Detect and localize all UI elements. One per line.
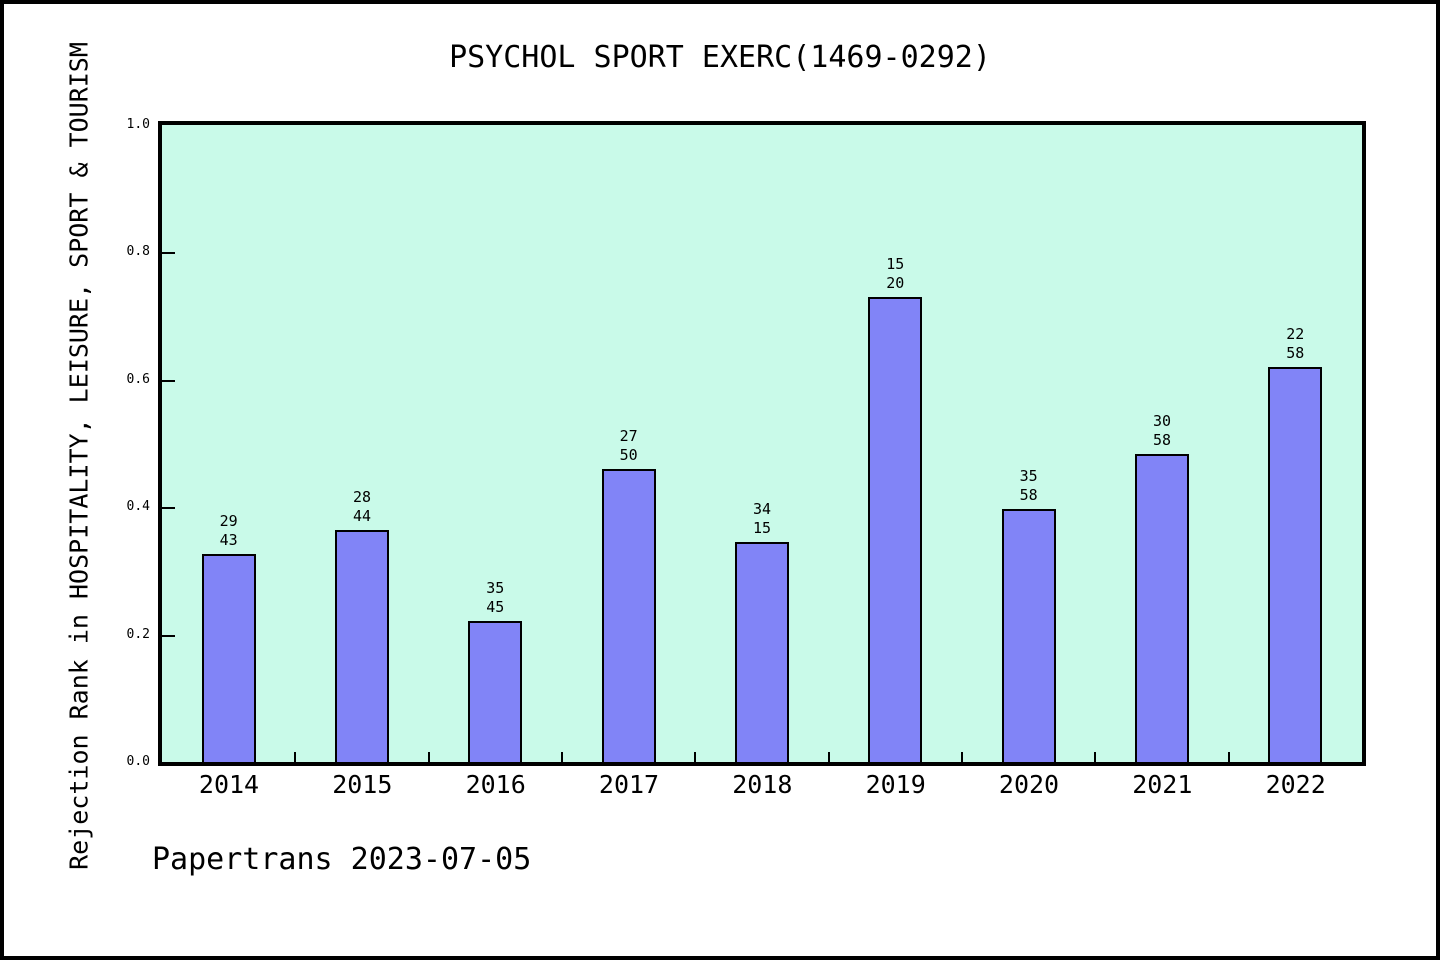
bar-label-numerator: 15 xyxy=(886,255,905,273)
bar-label-denominator: 44 xyxy=(352,507,372,525)
bar-label-numerator: 27 xyxy=(619,427,638,445)
x-tick-label-2015: 2015 xyxy=(332,770,393,799)
y-axis-tick xyxy=(162,252,175,254)
bar-label-denominator: 58 xyxy=(1019,486,1038,504)
x-axis-tick xyxy=(1094,752,1097,762)
x-axis-tick xyxy=(427,752,430,762)
bar-value-label-2021: 30 58 xyxy=(1102,412,1222,450)
x-axis-tick xyxy=(961,752,963,762)
x-tick-label-2017: 2017 xyxy=(598,770,660,799)
bar-label-denominator: 45 xyxy=(486,598,505,616)
bar-value-label-2018: 34 15 xyxy=(702,500,822,538)
x-tick-label-2018: 2018 xyxy=(732,770,793,799)
bar-label-numerator: 29 xyxy=(219,512,238,530)
bar-value-label-2014: 29 43 xyxy=(169,512,289,550)
bar-label-numerator: 30 xyxy=(1152,412,1172,430)
bar-2014 xyxy=(201,554,256,762)
watermark-text: Papertrans 2023-07-05 xyxy=(152,842,532,877)
bar-label-numerator: 35 xyxy=(1019,467,1038,485)
bar-value-label-2020: 35 58 xyxy=(969,467,1089,505)
bar-label-numerator: 28 xyxy=(352,488,372,506)
bar-value-label-2017: 27 50 xyxy=(569,427,689,465)
bar-value-label-2016: 35 45 xyxy=(435,579,555,617)
y-tick-label-0.8: 0.8 xyxy=(126,244,150,259)
bar-2021 xyxy=(1135,454,1189,762)
bar-2020 xyxy=(1001,509,1056,762)
x-tick-label-2014: 2014 xyxy=(198,770,260,799)
x-tick-label-2019: 2019 xyxy=(865,770,926,799)
bar-label-denominator: 20 xyxy=(886,274,905,292)
x-tick-label-2022: 2022 xyxy=(1265,770,1326,799)
y-axis-tick xyxy=(162,635,175,637)
y-axis-tick xyxy=(162,507,175,509)
x-axis-tick xyxy=(694,752,697,762)
y-tick-label-1.0: 1.0 xyxy=(126,117,150,132)
y-tick-label-0.2: 0.2 xyxy=(126,627,150,642)
bar-2022 xyxy=(1268,367,1323,762)
bar-label-numerator: 34 xyxy=(752,500,772,518)
y-tick-label-0.0: 0.0 xyxy=(126,754,150,769)
x-tick-label-2016: 2016 xyxy=(465,770,526,799)
x-axis-tick xyxy=(294,752,297,762)
plot-area: 29 43 28 44 35 45 27 50 34 15 15 20 35 58 30 58 22 58 xyxy=(158,121,1366,766)
bar-value-label-2019: 15 20 xyxy=(835,255,955,293)
bar-value-label-2015: 28 44 xyxy=(302,488,422,526)
y-tick-label-0.6: 0.6 xyxy=(126,372,150,387)
x-axis-tick xyxy=(827,752,830,762)
y-axis-tick xyxy=(162,380,175,382)
x-axis-tick xyxy=(1227,752,1230,762)
y-tick-label-0.4: 0.4 xyxy=(126,499,150,514)
bar-2015 xyxy=(335,530,389,762)
bar-2016 xyxy=(468,621,523,762)
chart-title: PSYCHOL SPORT EXERC(1469-0292) xyxy=(449,40,991,75)
bar-label-denominator: 58 xyxy=(1286,344,1305,362)
bar-label-denominator: 58 xyxy=(1152,431,1172,449)
y-axis-title: Rejection Rank in HOSPITALITY, LEISURE, … xyxy=(64,42,94,870)
x-tick-label-2021: 2021 xyxy=(1132,770,1193,799)
bar-2019 xyxy=(868,297,923,762)
x-tick-label-2020: 2020 xyxy=(998,770,1060,799)
bar-2018 xyxy=(735,542,789,762)
bar-label-denominator: 43 xyxy=(219,531,238,549)
bar-label-denominator: 15 xyxy=(752,519,772,537)
x-axis-tick xyxy=(561,752,563,762)
bar-value-label-2022: 22 58 xyxy=(1235,325,1355,363)
bar-label-numerator: 35 xyxy=(486,579,505,597)
bar-2017 xyxy=(601,469,656,762)
bar-label-denominator: 50 xyxy=(619,446,638,464)
bar-label-numerator: 22 xyxy=(1286,325,1305,343)
